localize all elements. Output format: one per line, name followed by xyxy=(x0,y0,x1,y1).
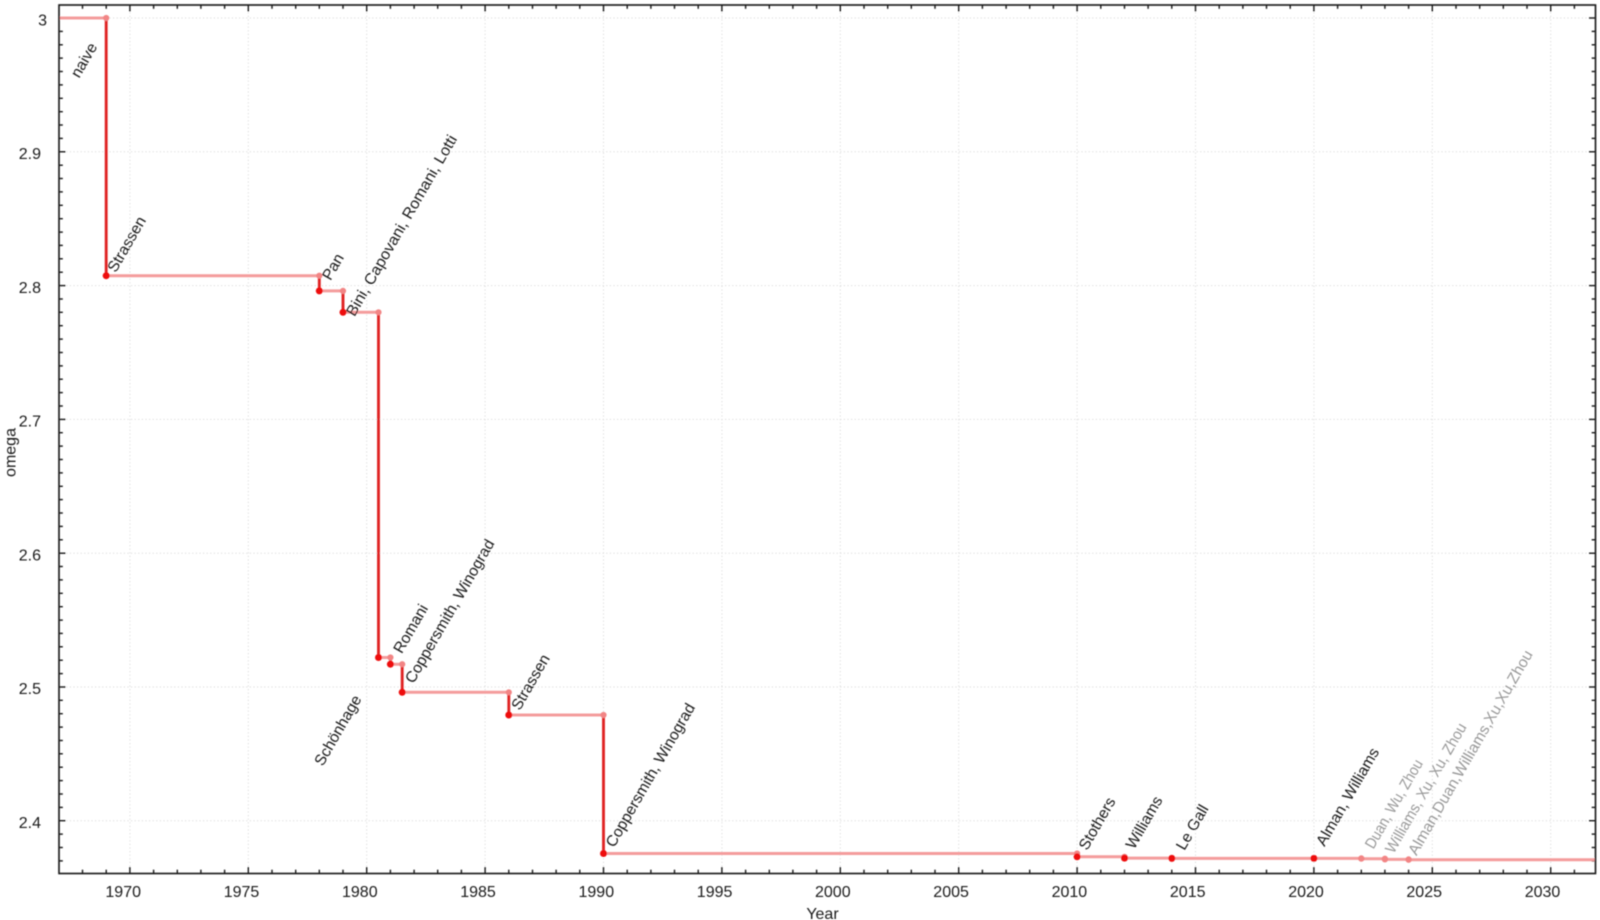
svg-text:1985: 1985 xyxy=(460,884,496,901)
svg-text:2.9: 2.9 xyxy=(19,146,41,163)
svg-text:2010: 2010 xyxy=(1052,884,1088,901)
svg-text:2.5: 2.5 xyxy=(19,681,41,698)
svg-text:2025: 2025 xyxy=(1406,884,1442,901)
svg-text:2020: 2020 xyxy=(1288,884,1324,901)
svg-text:2015: 2015 xyxy=(1170,884,1206,901)
svg-text:2.7: 2.7 xyxy=(19,414,41,431)
svg-text:1970: 1970 xyxy=(105,884,141,901)
svg-text:2000: 2000 xyxy=(815,884,851,901)
svg-text:omega: omega xyxy=(3,428,20,477)
svg-text:1975: 1975 xyxy=(224,884,260,901)
svg-text:Year: Year xyxy=(806,906,839,920)
svg-text:2005: 2005 xyxy=(933,884,969,901)
svg-text:2.8: 2.8 xyxy=(19,280,41,297)
svg-text:2.4: 2.4 xyxy=(19,815,41,832)
svg-text:1995: 1995 xyxy=(697,884,733,901)
svg-text:1980: 1980 xyxy=(342,884,378,901)
svg-text:1990: 1990 xyxy=(579,884,615,901)
svg-text:3: 3 xyxy=(38,12,47,29)
svg-text:2030: 2030 xyxy=(1525,884,1561,901)
svg-text:2.6: 2.6 xyxy=(19,548,41,565)
